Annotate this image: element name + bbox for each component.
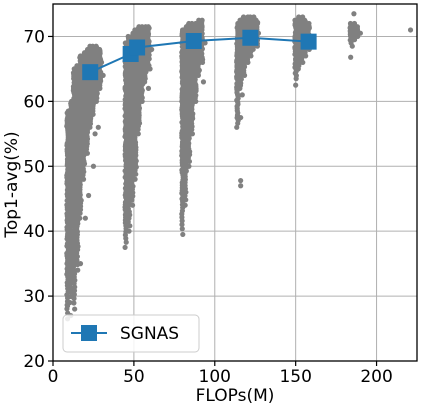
scatter-point [122,244,128,251]
scatter-point [202,40,208,46]
scatter-point [186,163,192,169]
series-marker-sgnas [242,29,259,46]
x-tick-label: 150 [279,367,311,387]
scatter-point [72,306,78,312]
scatter-point [64,303,71,309]
y-tick-label: 50 [23,157,45,177]
scatter-point [80,176,87,182]
scatter-point [125,33,131,40]
scatter-point [75,267,81,273]
scatter-point [239,92,245,98]
plot-frame [52,3,418,362]
scatter-point [357,30,363,36]
series-marker-sgnas [129,39,146,56]
scatter-point [189,131,196,137]
scatter-point [96,46,103,53]
x-tick-label: 200 [360,367,392,387]
scatter-point [98,59,105,66]
scatter-point [147,66,153,72]
legend-label-sgnas: SGNAS [120,324,179,344]
scatter-point [145,85,152,91]
scatter-point [302,17,308,23]
legend-marker-sgnas [81,325,97,341]
scatter-point [135,131,141,137]
scatter-point [199,17,205,23]
scatter-point [200,79,207,85]
legend: SGNAS [62,314,200,353]
y-tick-label: 30 [23,287,45,307]
scatter-point [93,43,99,49]
series-marker-sgnas [300,33,317,50]
y-tick-label: 60 [23,92,45,112]
scatter-point [77,261,84,267]
scatter-point [139,98,145,104]
scatter-point [77,215,83,221]
scatter-point [82,215,88,221]
x-tick-label: 50 [123,367,145,387]
x-axis-label: FLOPs(M) [196,386,275,406]
scatter-point [180,231,186,238]
scatter-point [351,11,357,17]
scatter-point [71,300,77,306]
scatter-point [95,124,101,130]
scatter-point [182,202,188,208]
scatter-point [407,27,414,33]
scatter-point [68,285,74,291]
scatter-point [253,17,259,23]
scatter-point [234,124,240,130]
scatter-point [129,202,136,208]
scatter-point [238,183,244,189]
scatter-point [84,150,90,156]
series-marker-sgnas [82,64,99,81]
scatter-points [64,11,414,322]
scatter-point [179,226,185,232]
scatter-point [71,291,77,298]
scatter-point [306,20,312,27]
series-marker-sgnas [185,32,202,49]
scatter-point [100,72,106,78]
scatter-point [71,295,77,302]
y-tick-label: 40 [23,222,45,242]
series-sgnas [82,29,317,81]
x-tick-label: 0 [48,367,59,387]
scatter-point [127,223,133,229]
scatter-point [238,177,244,184]
scatter-point [132,176,138,182]
x-tick-label: 100 [199,367,231,387]
y-tick-label: 20 [23,352,45,372]
y-tick-label: 70 [23,27,45,47]
scatter-point [348,54,354,60]
scatter-point [126,228,132,234]
scatter-point [129,197,135,203]
scatter-point [149,46,155,53]
scatter-point [92,131,98,137]
scatter-point [293,82,299,88]
scatter-point [85,192,92,199]
legend-box [62,314,200,353]
y-axis-label: Top1-avg(%) [2,131,22,238]
scatter-point [123,239,129,245]
scatter-point [179,222,185,228]
scatter-point [349,43,355,49]
axis-ticks: 0 50 100 150 200 20 30 40 50 60 70 [23,27,392,387]
scatter-point [145,24,151,30]
scatter-point [90,163,97,169]
scatter-point [238,114,244,121]
scatter-point [183,197,189,203]
scatter-point [354,24,361,30]
